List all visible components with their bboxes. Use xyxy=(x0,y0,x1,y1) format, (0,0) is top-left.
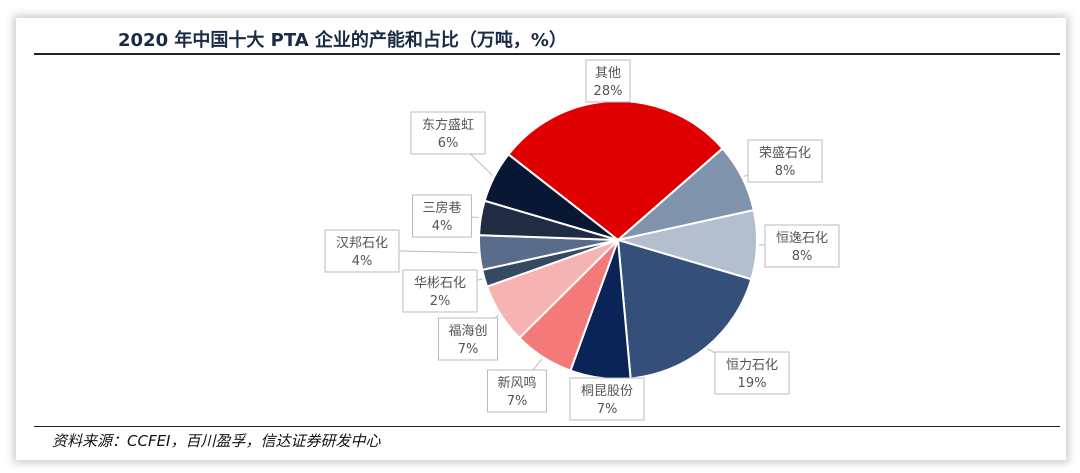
data-label-value: 8% xyxy=(775,164,796,179)
data-label-name: 恒逸石化 xyxy=(776,231,828,246)
data-label-value: 6% xyxy=(438,136,459,151)
data-label-name: 东方盛虹 xyxy=(422,117,474,133)
data-label-name: 恒力石化 xyxy=(726,358,778,373)
data-label-name: 其他 xyxy=(595,66,621,81)
data-label-value: 2% xyxy=(430,294,451,309)
data-label-box xyxy=(585,59,631,103)
data-label-name: 桐昆股份 xyxy=(581,384,633,399)
data-label-value: 7% xyxy=(507,394,528,409)
data-label-box xyxy=(487,369,547,413)
data-label-box xyxy=(764,224,840,268)
data-label-box xyxy=(438,317,498,361)
data-label-name: 荣盛石化 xyxy=(759,146,811,161)
data-label-name: 华彬石化 xyxy=(414,276,466,291)
data-label-value: 28% xyxy=(594,84,623,99)
title-divider xyxy=(34,53,1060,55)
data-label-value: 7% xyxy=(597,402,618,417)
source-note: 资料来源：CCFEI，百川盈孚，信达证券研发中心 xyxy=(52,432,381,450)
data-label-value: 8% xyxy=(792,249,813,264)
data-label-box xyxy=(410,111,486,155)
pie-slice-10 xyxy=(483,153,619,241)
data-label-value: 19% xyxy=(738,376,767,391)
data-label-name: 三房巷 xyxy=(422,200,461,216)
data-label-name: 汉邦石化 xyxy=(336,236,388,251)
data-label-box xyxy=(747,139,823,183)
data-label-value: 7% xyxy=(458,342,479,357)
source-divider xyxy=(34,426,1060,427)
data-label-box xyxy=(412,194,472,238)
data-label-value: 4% xyxy=(352,254,373,269)
data-label-name: 福海创 xyxy=(448,324,487,339)
data-label-box xyxy=(569,377,645,421)
chart-title: 2020 年中国十大 PTA 企业的产能和占比（万吨，%） xyxy=(118,30,567,51)
pie-slice-3 xyxy=(616,238,753,380)
data-label-name: 新风鸣 xyxy=(497,375,536,391)
data-label-box xyxy=(402,269,478,313)
data-label-value: 4% xyxy=(432,219,453,234)
data-label-box xyxy=(714,351,790,395)
data-label-box xyxy=(324,229,400,273)
